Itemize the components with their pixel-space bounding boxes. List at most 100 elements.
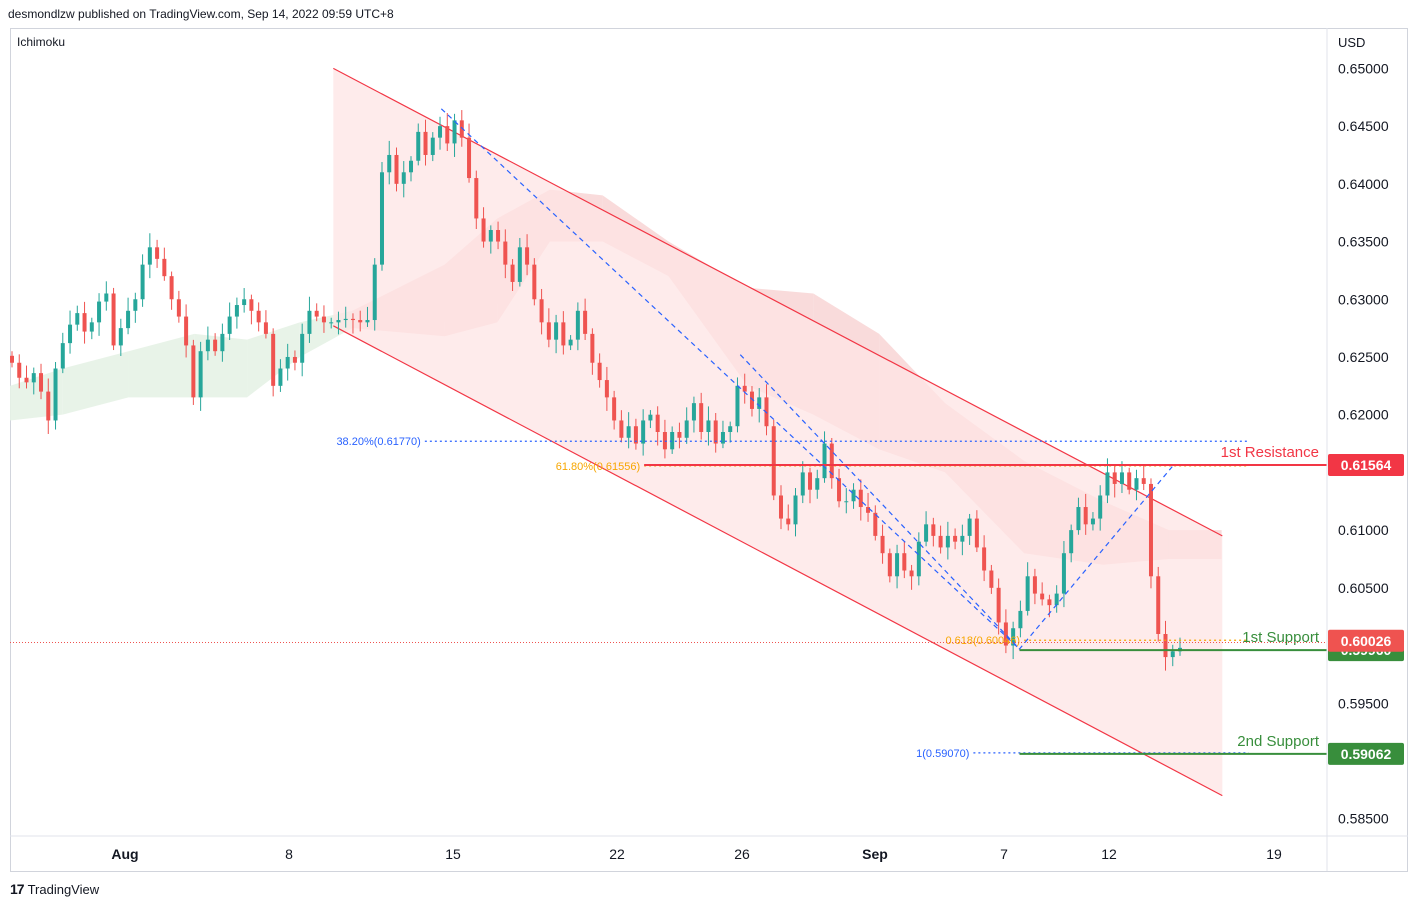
candle-body [176,299,181,317]
candle-body [118,328,123,346]
candle-body [278,368,283,386]
candle-body [336,320,341,323]
candle [147,233,152,279]
candle [271,328,276,397]
candle [10,351,14,368]
candle [169,271,174,310]
candle [720,420,725,449]
candle-body [771,426,776,496]
candle-body [1105,472,1110,496]
price-tick-label: 0.64500 [1338,118,1389,134]
candle [184,304,189,358]
current-price-tag-bg [1328,629,1404,652]
time-tick-label: 22 [609,846,625,862]
candle [1003,609,1008,654]
indicator-label[interactable]: Ichimoku [17,35,66,49]
candle-body [1119,472,1124,484]
candle [1098,485,1103,531]
candle-body [97,301,102,323]
candle [60,332,65,374]
candle-body [1076,507,1081,531]
candle [561,311,566,355]
price-axis[interactable]: 0.65000 0.64500 0.64000 0.63500 0.63000 0.625… [1338,60,1389,826]
candle-body [1141,478,1146,484]
candle [488,225,493,254]
candle [996,578,1001,635]
candle-body [612,397,617,421]
candle [1040,582,1045,606]
candle [300,323,305,377]
candle [539,288,544,335]
candle-body [641,420,646,444]
candle [467,123,472,183]
time-axis[interactable]: Aug 8 15 22 26 Sep 7 12 19 [111,846,1282,862]
candle [575,302,580,351]
brand-label: TradingView [27,881,100,897]
candle [880,524,885,564]
candle [213,333,218,356]
tradingview-logo-icon: 17 [10,881,25,897]
candle [583,298,588,340]
candle [597,353,602,388]
price-tick-label: 0.58500 [1338,811,1389,827]
candle [510,259,515,292]
candle-body [778,495,783,519]
price-tick-label: 0.59500 [1338,695,1389,711]
candle-body [445,126,450,144]
candle [902,541,907,579]
candle-body [256,310,261,323]
chart-frame[interactable] [10,28,1408,872]
candle-body [1054,593,1059,606]
candle [343,306,348,328]
candle [1025,562,1030,616]
candle-body [749,391,754,409]
candle-body [474,178,479,219]
key-level-name: 1st Resistance [1221,444,1319,461]
candle-body [989,570,994,588]
candle-body [808,472,813,490]
footer-brand[interactable]: 17 TradingView [10,881,99,897]
candle [706,406,711,446]
candle-body [300,333,305,363]
candle-body [822,443,827,479]
candle-body [887,553,892,577]
candle [256,302,261,332]
candle-body [263,322,268,334]
candle [735,377,740,433]
candle [82,301,87,344]
time-tick-label: 12 [1101,846,1117,862]
candle [793,488,798,537]
currency-label: USD [1338,35,1366,50]
candle-body [539,299,544,323]
candle [851,483,856,509]
candle-body [909,570,914,577]
candle-body [902,553,907,571]
candle-body [60,343,65,369]
candle-body [234,305,239,317]
candle [1032,568,1037,605]
candle-body [1083,507,1088,525]
candle-body [793,495,798,525]
candle [604,366,609,411]
candle [263,310,268,339]
candle-body [866,507,871,513]
time-tick-label: 15 [445,846,461,862]
candle-body [39,373,44,392]
candle-body [873,512,878,536]
time-tick-label: Aug [111,846,138,862]
candle-body [249,299,254,311]
candle-body [220,333,225,352]
candle-body [496,230,501,242]
time-tick-label: 7 [1000,846,1008,862]
candle-body [1011,628,1016,646]
candle [118,318,123,356]
candle-body [1090,518,1095,525]
candle [837,468,842,508]
candle [641,409,646,456]
candle [822,431,827,483]
candle-body [365,320,370,323]
candle [278,359,283,392]
candle-body [924,524,929,542]
